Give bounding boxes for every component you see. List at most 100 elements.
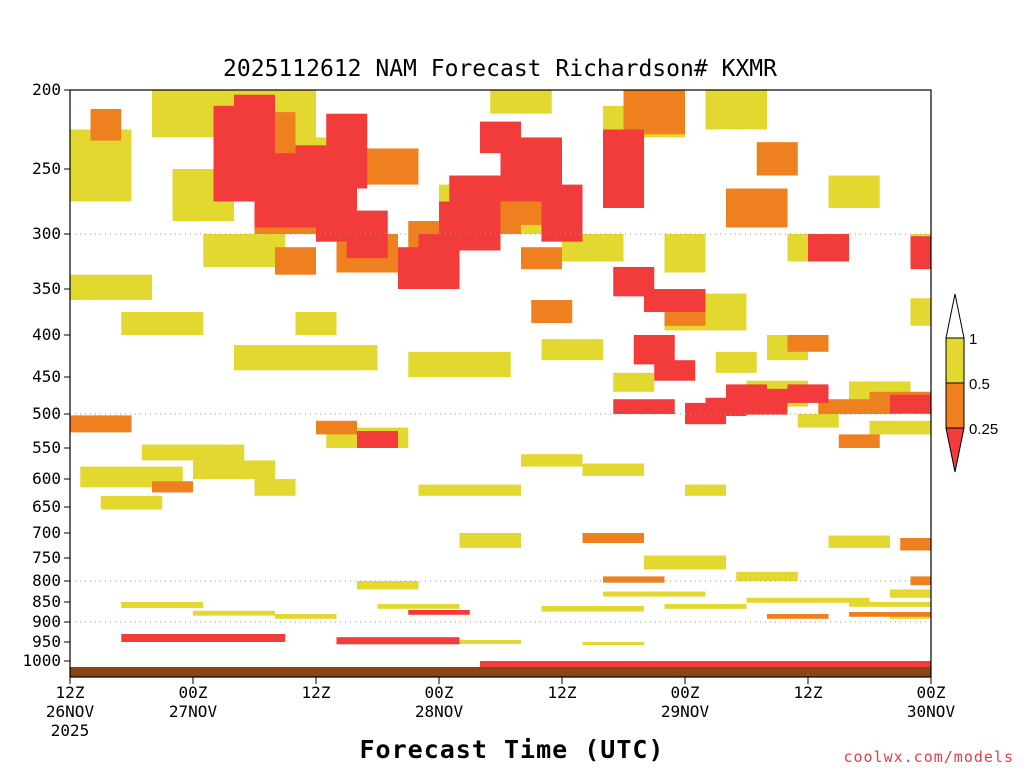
heatmap-cell [193,610,275,616]
x-tick-label: 27NOV [169,702,218,721]
legend-label-0.25: 0.25 [969,421,998,438]
heatmap-cells [70,90,931,669]
heatmap-cell [746,388,788,415]
x-tick-label: 26NOV [46,702,95,721]
heatmap-cell [70,129,132,202]
y-tick-label: 650 [32,497,61,516]
heatmap-cell [849,602,931,607]
heatmap-cell [357,431,398,448]
heatmap-cell [818,399,880,414]
heatmap-cell [603,129,644,208]
x-tick-label: 2025 [51,721,90,740]
heatmap-cell [808,234,849,262]
heatmap-cell [664,234,706,273]
y-tick-label: 700 [32,523,61,542]
x-tick-label: 12Z [302,683,331,702]
y-tick-label: 600 [32,469,61,488]
heatmap-cell [418,640,521,644]
y-tick-label: 800 [32,571,61,590]
heatmap-cell [603,576,665,583]
heatmap-cell [644,555,726,570]
y-tick-label: 450 [32,367,61,386]
heatmap-cell [541,184,583,242]
heatmap-cell [664,604,747,609]
heatmap-cell [346,210,388,259]
y-tick-label: 750 [32,548,61,567]
heatmap-cell [418,484,521,496]
heatmap-cell [767,614,829,619]
heatmap-cell [623,90,685,135]
heatmap-cell [193,460,275,479]
heatmap-cell [480,661,931,669]
gridlines [70,233,931,623]
heatmap-cell [582,533,644,543]
heatmap-cell [613,372,655,392]
x-tick-label: 28NOV [415,702,464,721]
chart-title: 2025112612 NAM Forecast Richardson# KXMR [223,56,777,82]
x-tick-label: 12Z [548,683,577,702]
heatmap-cell [121,634,286,642]
heatmap-cell [121,602,204,608]
heatmap-cell [275,247,316,275]
heatmap-cell [890,589,931,598]
legend-label-0.5: 0.5 [969,376,990,393]
y-tick-label: 400 [32,325,61,344]
heatmap-cell [828,175,880,208]
heatmap-cell [234,345,378,371]
heatmap-cell [521,454,583,467]
legend-band-low [945,382,965,429]
heatmap-cell [408,351,511,377]
color-legend: 1 0.5 0.25 [945,293,998,473]
y-tick-label: 250 [32,159,61,178]
heatmap-cell [726,188,788,228]
heatmap-cell [295,312,337,335]
heatmap-cell [715,351,757,373]
heatmap-cell [490,90,552,114]
heatmap-cell [203,234,286,267]
heatmap-cell [869,420,931,435]
heatmap-cell [141,444,245,461]
heatmap-cell [797,414,839,428]
heatmap-cell [644,289,706,312]
y-tick-label: 350 [32,279,61,298]
heatmap-cell [910,236,931,270]
heatmap-cell [838,434,880,448]
heatmap-cell [408,610,470,615]
heatmap-cell [900,538,931,551]
x-tick-label: 29NOV [661,702,710,721]
heatmap-cell [336,637,460,645]
heatmap-cell [705,90,767,130]
heatmap-cell [377,604,460,609]
x-tick-label: 00Z [179,683,208,702]
heatmap-cell [275,614,337,619]
heatmap-cell [254,153,296,228]
heatmap-cell [654,360,696,381]
x-axis-label: Forecast Time (UTC) [360,735,665,764]
heatmap-cell [828,535,890,548]
heatmap-cell [787,384,829,403]
heatmap-cell [541,606,644,612]
y-tick-label: 850 [32,592,61,611]
y-tick-label: 500 [32,404,61,423]
heatmap-cell [357,581,419,590]
heatmap-cell [910,298,931,326]
heatmap-cell [849,612,931,617]
heatmap-cell [121,312,204,335]
credit-text: coolwx.com/models [843,748,1014,766]
y-tick-label: 200 [32,80,61,99]
legend-arrow-top [945,293,965,339]
heatmap-cell [582,642,644,646]
heatmap-cell [459,533,521,548]
x-tick-label: 00Z [425,683,454,702]
heatmap-cell [603,591,706,597]
legend-arrow-bottom [945,427,965,473]
y-tick-label: 550 [32,438,61,457]
heatmap-cell [254,479,296,496]
x-tick-label: 00Z [917,683,946,702]
legend-label-1: 1 [969,331,977,348]
heatmap-cell [521,247,562,270]
heatmap-cell [90,108,122,141]
heatmap-cell [736,571,798,581]
heatmap-cell [439,201,501,251]
